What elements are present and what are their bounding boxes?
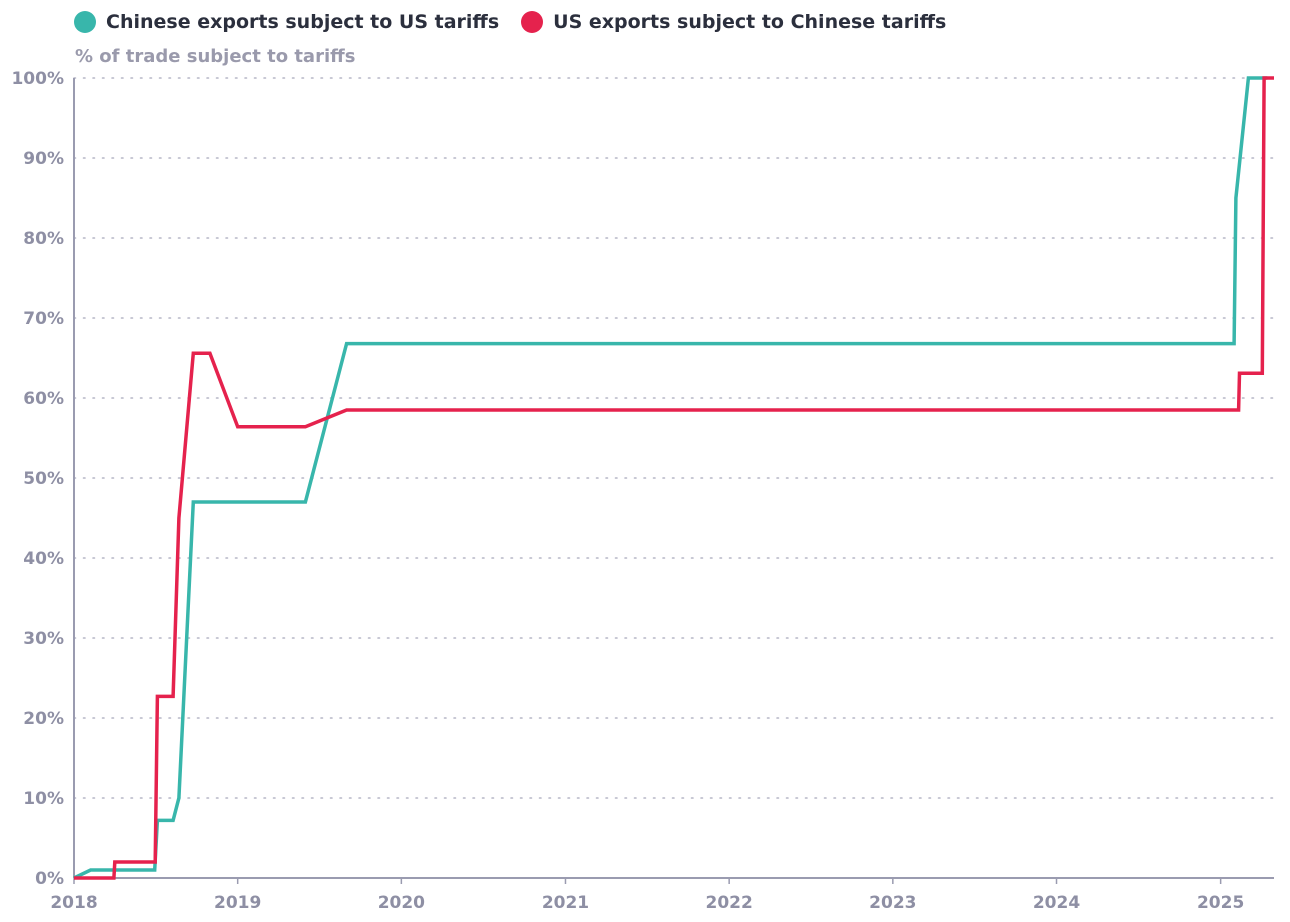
y-tick-label: 20% bbox=[23, 709, 64, 729]
legend-swatch-us-exports bbox=[521, 11, 544, 33]
y-tick-label: 70% bbox=[23, 309, 64, 329]
legend-label-us-exports: US exports subject to Chinese tariffs bbox=[553, 11, 947, 33]
legend-item-us-exports[interactable]: US exports subject to Chinese tariffs bbox=[521, 11, 946, 33]
x-tick-label: 2022 bbox=[705, 893, 752, 913]
x-tick-label: 2021 bbox=[542, 893, 589, 913]
series-line-us-exports bbox=[74, 76, 1274, 880]
y-tick-label: 90% bbox=[23, 149, 64, 169]
y-tick-label: 50% bbox=[23, 469, 64, 489]
y-tick-label: 0% bbox=[35, 869, 64, 889]
y-axis-title: % of trade subject to tariffs bbox=[75, 46, 356, 67]
y-tick-label: 100% bbox=[11, 69, 64, 89]
y-tick-label: 80% bbox=[23, 229, 64, 249]
legend-item-chinese-exports[interactable]: Chinese exports subject to US tariffs bbox=[74, 11, 499, 33]
y-tick-label: 40% bbox=[23, 549, 64, 569]
y-tick-label: 60% bbox=[23, 389, 64, 409]
x-tick-label: 2023 bbox=[869, 893, 916, 913]
series-line-chinese-exports bbox=[73, 76, 1268, 880]
legend-label-chinese-exports: Chinese exports subject to US tariffs bbox=[106, 11, 500, 33]
x-tick-label: 2020 bbox=[378, 893, 425, 913]
y-tick-label: 30% bbox=[23, 629, 64, 649]
y-tick-label: 10% bbox=[23, 789, 64, 809]
x-tick-label: 2018 bbox=[50, 893, 97, 913]
legend-swatch-chinese-exports bbox=[74, 11, 96, 33]
chart-legend: Chinese exports subject to US tariffs US… bbox=[74, 8, 968, 36]
x-tick-label: 2019 bbox=[214, 893, 261, 913]
x-tick-label: 2025 bbox=[1197, 893, 1244, 913]
x-tick-label: 2024 bbox=[1033, 893, 1080, 913]
